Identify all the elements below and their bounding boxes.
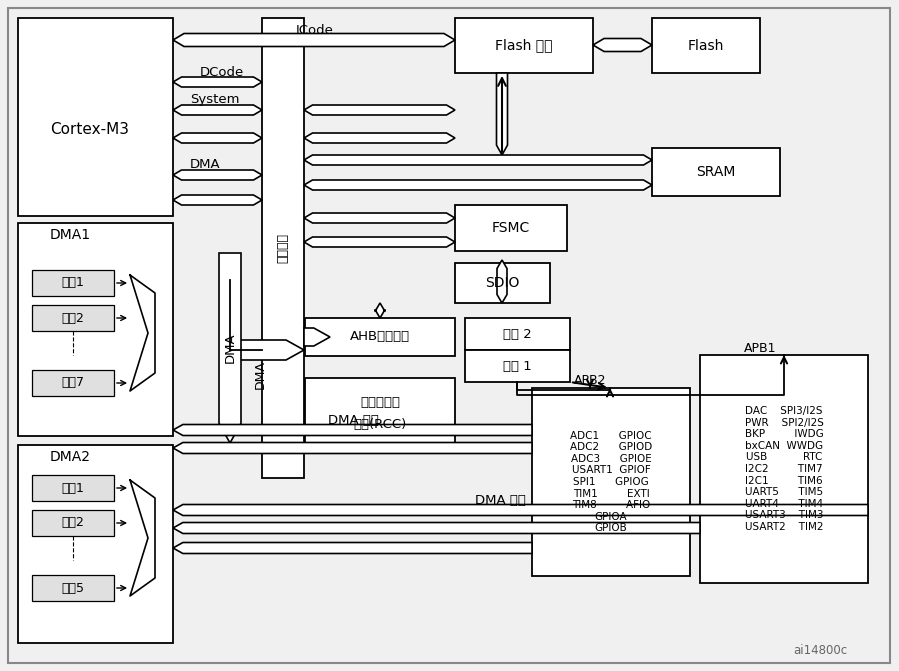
Text: APB1: APB1 xyxy=(743,342,776,354)
Text: DMA: DMA xyxy=(254,360,266,389)
Polygon shape xyxy=(375,303,385,318)
Bar xyxy=(32,575,114,601)
Polygon shape xyxy=(497,260,507,303)
Text: ADC1      GPIOC
ADC2      GPIOD
ADC3      GPIOE
USART1  GPIOF
SPI1      GPIOG
TI: ADC1 GPIOC ADC2 GPIOD ADC3 GPIOE USART1 … xyxy=(570,431,652,533)
Text: System: System xyxy=(190,93,239,107)
Polygon shape xyxy=(130,480,155,596)
Bar xyxy=(32,370,114,396)
Text: 通道7: 通道7 xyxy=(61,376,85,389)
Text: 桥接 1: 桥接 1 xyxy=(503,360,532,372)
Polygon shape xyxy=(173,505,868,515)
Bar xyxy=(305,378,455,446)
Text: DMA 请求: DMA 请求 xyxy=(327,413,378,427)
Polygon shape xyxy=(593,38,652,52)
Bar xyxy=(18,223,173,436)
Text: 桥接 2: 桥接 2 xyxy=(503,327,532,340)
Polygon shape xyxy=(173,442,532,454)
Text: 控制(RCC): 控制(RCC) xyxy=(353,417,406,431)
Polygon shape xyxy=(219,253,241,443)
Polygon shape xyxy=(304,213,455,223)
Text: Flash 接口: Flash 接口 xyxy=(495,38,553,52)
Polygon shape xyxy=(173,542,532,554)
Text: DMA1: DMA1 xyxy=(50,228,91,242)
Text: DMA2: DMA2 xyxy=(50,450,91,464)
Text: FSMC: FSMC xyxy=(492,221,530,235)
Polygon shape xyxy=(304,237,455,247)
Bar xyxy=(32,510,114,536)
Text: APB2: APB2 xyxy=(574,374,606,386)
Polygon shape xyxy=(304,133,455,143)
Text: 通道2: 通道2 xyxy=(61,311,85,325)
Polygon shape xyxy=(173,425,532,435)
Bar xyxy=(262,18,304,478)
Polygon shape xyxy=(304,328,330,346)
Text: 通道2: 通道2 xyxy=(61,517,85,529)
Polygon shape xyxy=(173,523,700,533)
Text: ai14800c: ai14800c xyxy=(793,643,847,656)
Text: 通道5: 通道5 xyxy=(61,582,85,595)
Text: SRAM: SRAM xyxy=(697,165,735,179)
Bar xyxy=(305,318,455,356)
Bar xyxy=(652,18,760,73)
Polygon shape xyxy=(496,73,508,155)
Bar xyxy=(652,148,780,196)
Bar xyxy=(32,305,114,331)
Bar xyxy=(32,270,114,296)
Text: DCode: DCode xyxy=(200,66,245,79)
Text: SDIO: SDIO xyxy=(485,276,520,290)
Bar xyxy=(455,18,593,73)
Bar xyxy=(32,475,114,501)
Polygon shape xyxy=(304,155,652,165)
Polygon shape xyxy=(173,195,262,205)
Bar xyxy=(18,445,173,643)
Bar xyxy=(465,318,570,350)
Polygon shape xyxy=(173,133,262,143)
Bar xyxy=(455,263,550,303)
Bar xyxy=(465,350,570,382)
Polygon shape xyxy=(130,275,155,391)
Text: 复位和时钟: 复位和时钟 xyxy=(360,395,400,409)
Text: DAC    SPI3/I2S
PWR    SPI2/I2S
BKP         IWDG
bxCAN  WWDG
USB           RTC
I: DAC SPI3/I2S PWR SPI2/I2S BKP IWDG bxCAN… xyxy=(744,406,823,532)
Polygon shape xyxy=(173,34,455,46)
Polygon shape xyxy=(230,340,304,360)
Text: 通道1: 通道1 xyxy=(61,482,85,495)
Bar xyxy=(700,355,868,583)
Text: DMA: DMA xyxy=(224,333,236,363)
Polygon shape xyxy=(304,180,652,190)
Text: DMA 请求: DMA 请求 xyxy=(475,493,525,507)
Text: 通道1: 通道1 xyxy=(61,276,85,289)
Text: DMA: DMA xyxy=(190,158,220,172)
Text: 总线矩阵: 总线矩阵 xyxy=(277,233,289,263)
Polygon shape xyxy=(304,105,455,115)
Bar xyxy=(532,388,690,576)
Text: Flash: Flash xyxy=(688,38,725,52)
Text: AHB系统总线: AHB系统总线 xyxy=(350,331,410,344)
Polygon shape xyxy=(173,105,262,115)
Text: Cortex-M3: Cortex-M3 xyxy=(50,123,129,138)
Polygon shape xyxy=(173,77,262,87)
Text: ICode: ICode xyxy=(296,23,334,36)
Bar xyxy=(455,205,567,251)
Polygon shape xyxy=(173,170,262,180)
Bar xyxy=(18,18,173,216)
